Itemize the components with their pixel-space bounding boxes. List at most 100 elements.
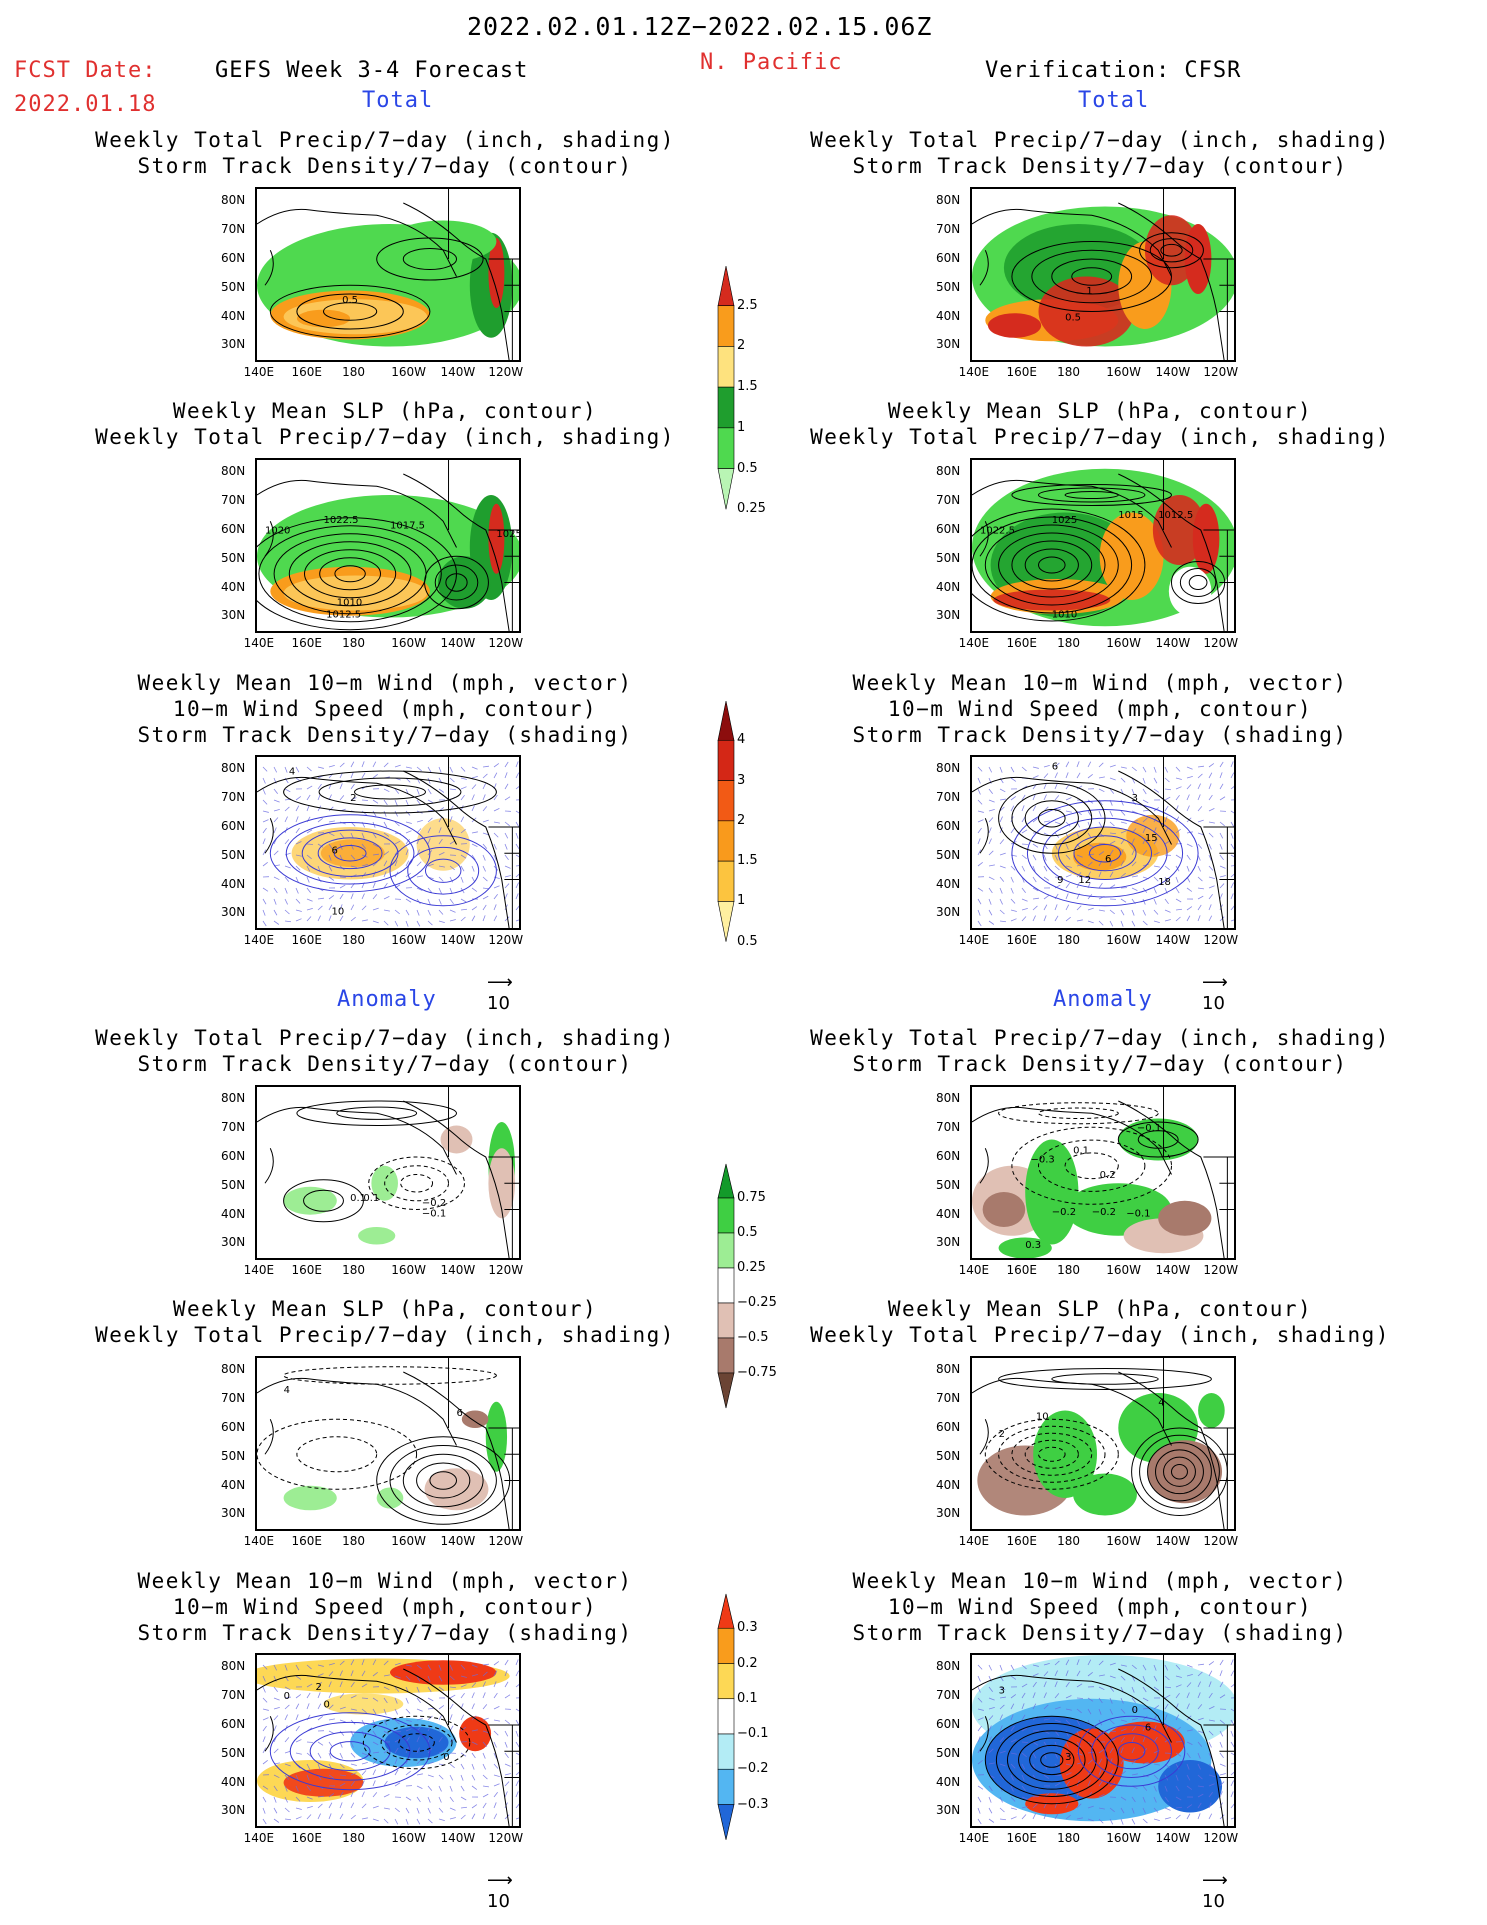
contour-line xyxy=(1104,1733,1159,1770)
shading-region xyxy=(440,1125,473,1154)
colorbar-segment xyxy=(717,305,735,347)
lon-tick-label: 120W xyxy=(488,933,524,947)
contour-line xyxy=(416,1462,471,1499)
shading-region xyxy=(488,503,505,574)
panel-title-r2: Weekly Mean SLP (hPa, contour) Weekly To… xyxy=(790,398,1410,450)
shading-region xyxy=(390,220,497,263)
contour-line xyxy=(283,1366,497,1385)
forecast-title: GEFS Week 3-4 Forecast xyxy=(215,58,529,83)
contour-label: −0.3 xyxy=(1031,1154,1055,1165)
colorbar-precip-anom xyxy=(717,1163,735,1451)
contour-line xyxy=(1163,1456,1196,1487)
lon-tick-label: 160E xyxy=(1006,1534,1038,1548)
coastline xyxy=(257,757,519,928)
lon-tick-label: 140W xyxy=(440,1534,476,1548)
contour-label: 9 xyxy=(1057,875,1063,886)
lon-tick-label: 180 xyxy=(342,365,365,379)
contour-label: −0.2 xyxy=(1052,1207,1076,1218)
lon-tick-label: 160E xyxy=(1006,365,1038,379)
panel-title-r5-line1: Weekly Mean SLP (hPa, contour) xyxy=(887,1297,1313,1321)
lon-tick-label: 160E xyxy=(1006,636,1038,650)
lon-tick-label: 120W xyxy=(488,636,524,650)
lat-tick-label: 50N xyxy=(936,279,961,294)
coastline xyxy=(972,757,1234,928)
lat-tick-label: 70N xyxy=(936,1687,961,1702)
lon-tick-label: 120W xyxy=(1203,1831,1239,1845)
lat-tick-label: 80N xyxy=(936,1659,961,1673)
contour-line xyxy=(301,829,399,877)
lon-tick-label: 140E xyxy=(958,1534,990,1548)
map-panel-l1: 0.5 xyxy=(255,187,521,362)
shading-region xyxy=(485,1401,508,1472)
colorbar-label: 0.2 xyxy=(737,1655,758,1671)
contour-line xyxy=(1051,258,1133,295)
lat-tick-label: 40N xyxy=(221,1206,246,1221)
coastline xyxy=(972,1087,1234,1258)
colorbar-label: 0.25 xyxy=(737,1260,766,1275)
contour-label: 0.1 xyxy=(350,1193,366,1204)
lon-tick-label: 160E xyxy=(291,1534,323,1548)
colorbar-label: 0.5 xyxy=(737,1225,758,1240)
shading-region xyxy=(390,1660,497,1685)
contour-line xyxy=(309,1731,391,1771)
vector-ref-l3-value: 10 xyxy=(487,993,510,1014)
contour-label: 1020 xyxy=(265,526,290,537)
contour-label: 0.1 xyxy=(363,1193,379,1204)
lat-tick-label: 80N xyxy=(221,1362,246,1376)
colorbar-label: 0.1 xyxy=(737,1690,758,1706)
contour-line xyxy=(998,1102,1159,1125)
shading-region xyxy=(424,1468,489,1511)
contour-line xyxy=(1188,575,1208,590)
contour-line xyxy=(329,1741,371,1762)
shading-region xyxy=(1073,1473,1137,1516)
lat-tick-label: 70N xyxy=(221,789,246,804)
lat-tick-label: 30N xyxy=(936,1506,961,1521)
contour-line xyxy=(998,1368,1212,1390)
lat-tick-label: 80N xyxy=(936,1091,961,1105)
shading-region xyxy=(358,1227,396,1245)
contour-label: 4 xyxy=(289,767,295,778)
contour-label: 1022.5 xyxy=(980,526,1015,537)
lat-tick-label: 70N xyxy=(936,492,961,507)
shading-region xyxy=(1192,503,1220,574)
panel-title-l4-line2: Storm Track Density/7−day (contour) xyxy=(137,1052,633,1076)
panel-title-l5-line2: Weekly Total Precip/7−day (inch, shading… xyxy=(95,1323,675,1347)
lat-tick-label: 50N xyxy=(936,1177,961,1192)
lat-tick-label: 40N xyxy=(221,308,246,323)
contour-label: 1025 xyxy=(1052,515,1077,526)
panel-title-r2-line2: Weekly Total Precip/7−day (inch, shading… xyxy=(810,425,1390,449)
colorbar-stdens-anom xyxy=(717,1593,735,1883)
contour-line xyxy=(303,1189,344,1212)
lat-tick-label: 60N xyxy=(936,1716,961,1731)
contour-label: 6 xyxy=(457,1408,463,1419)
lon-tick-label: 160W xyxy=(391,365,427,379)
shading-region xyxy=(1184,224,1212,294)
contour-label: 3 xyxy=(1065,1752,1071,1763)
contour-label: −0.1 xyxy=(422,1209,446,1220)
colorbar-stdens-total xyxy=(717,700,735,990)
lat-tick-label: 60N xyxy=(936,250,961,265)
contour-line xyxy=(1024,548,1079,582)
wind-vectors xyxy=(977,761,1234,927)
panel-title-l5-line1: Weekly Mean SLP (hPa, contour) xyxy=(172,1297,598,1321)
colorbar-label: 2.5 xyxy=(737,297,758,313)
panel-title-l1: Weekly Total Precip/7−day (inch, shading… xyxy=(75,127,695,179)
lon-tick-label: 160W xyxy=(1106,365,1142,379)
contour-line xyxy=(1011,1432,1093,1476)
contour-label: 0 xyxy=(443,1752,449,1763)
panel-title-l4: Weekly Total Precip/7−day (inch, shading… xyxy=(75,1025,695,1077)
lat-tick-label: 60N xyxy=(936,818,961,833)
lat-tick-label: 60N xyxy=(221,1419,246,1434)
map-panel-l2: 1020 1022.5 1017.5 1025 1010 1012.5 xyxy=(255,458,521,633)
contour-label: 4 xyxy=(284,1385,290,1396)
panel-title-l6-line3: Storm Track Density/7−day (shading) xyxy=(137,1621,633,1645)
lon-tick-label: 180 xyxy=(1057,1263,1080,1277)
contour-line xyxy=(1051,1373,1159,1385)
lon-tick-label: 120W xyxy=(1203,1263,1239,1277)
lat-tick-label: 50N xyxy=(936,550,961,565)
map-panel-l3: 4 2 6 10 xyxy=(255,755,521,930)
shading-region xyxy=(320,839,385,868)
lon-tick-label: 120W xyxy=(488,1263,524,1277)
shading-region xyxy=(461,1410,489,1428)
colorbar-label: 1 xyxy=(737,893,746,909)
